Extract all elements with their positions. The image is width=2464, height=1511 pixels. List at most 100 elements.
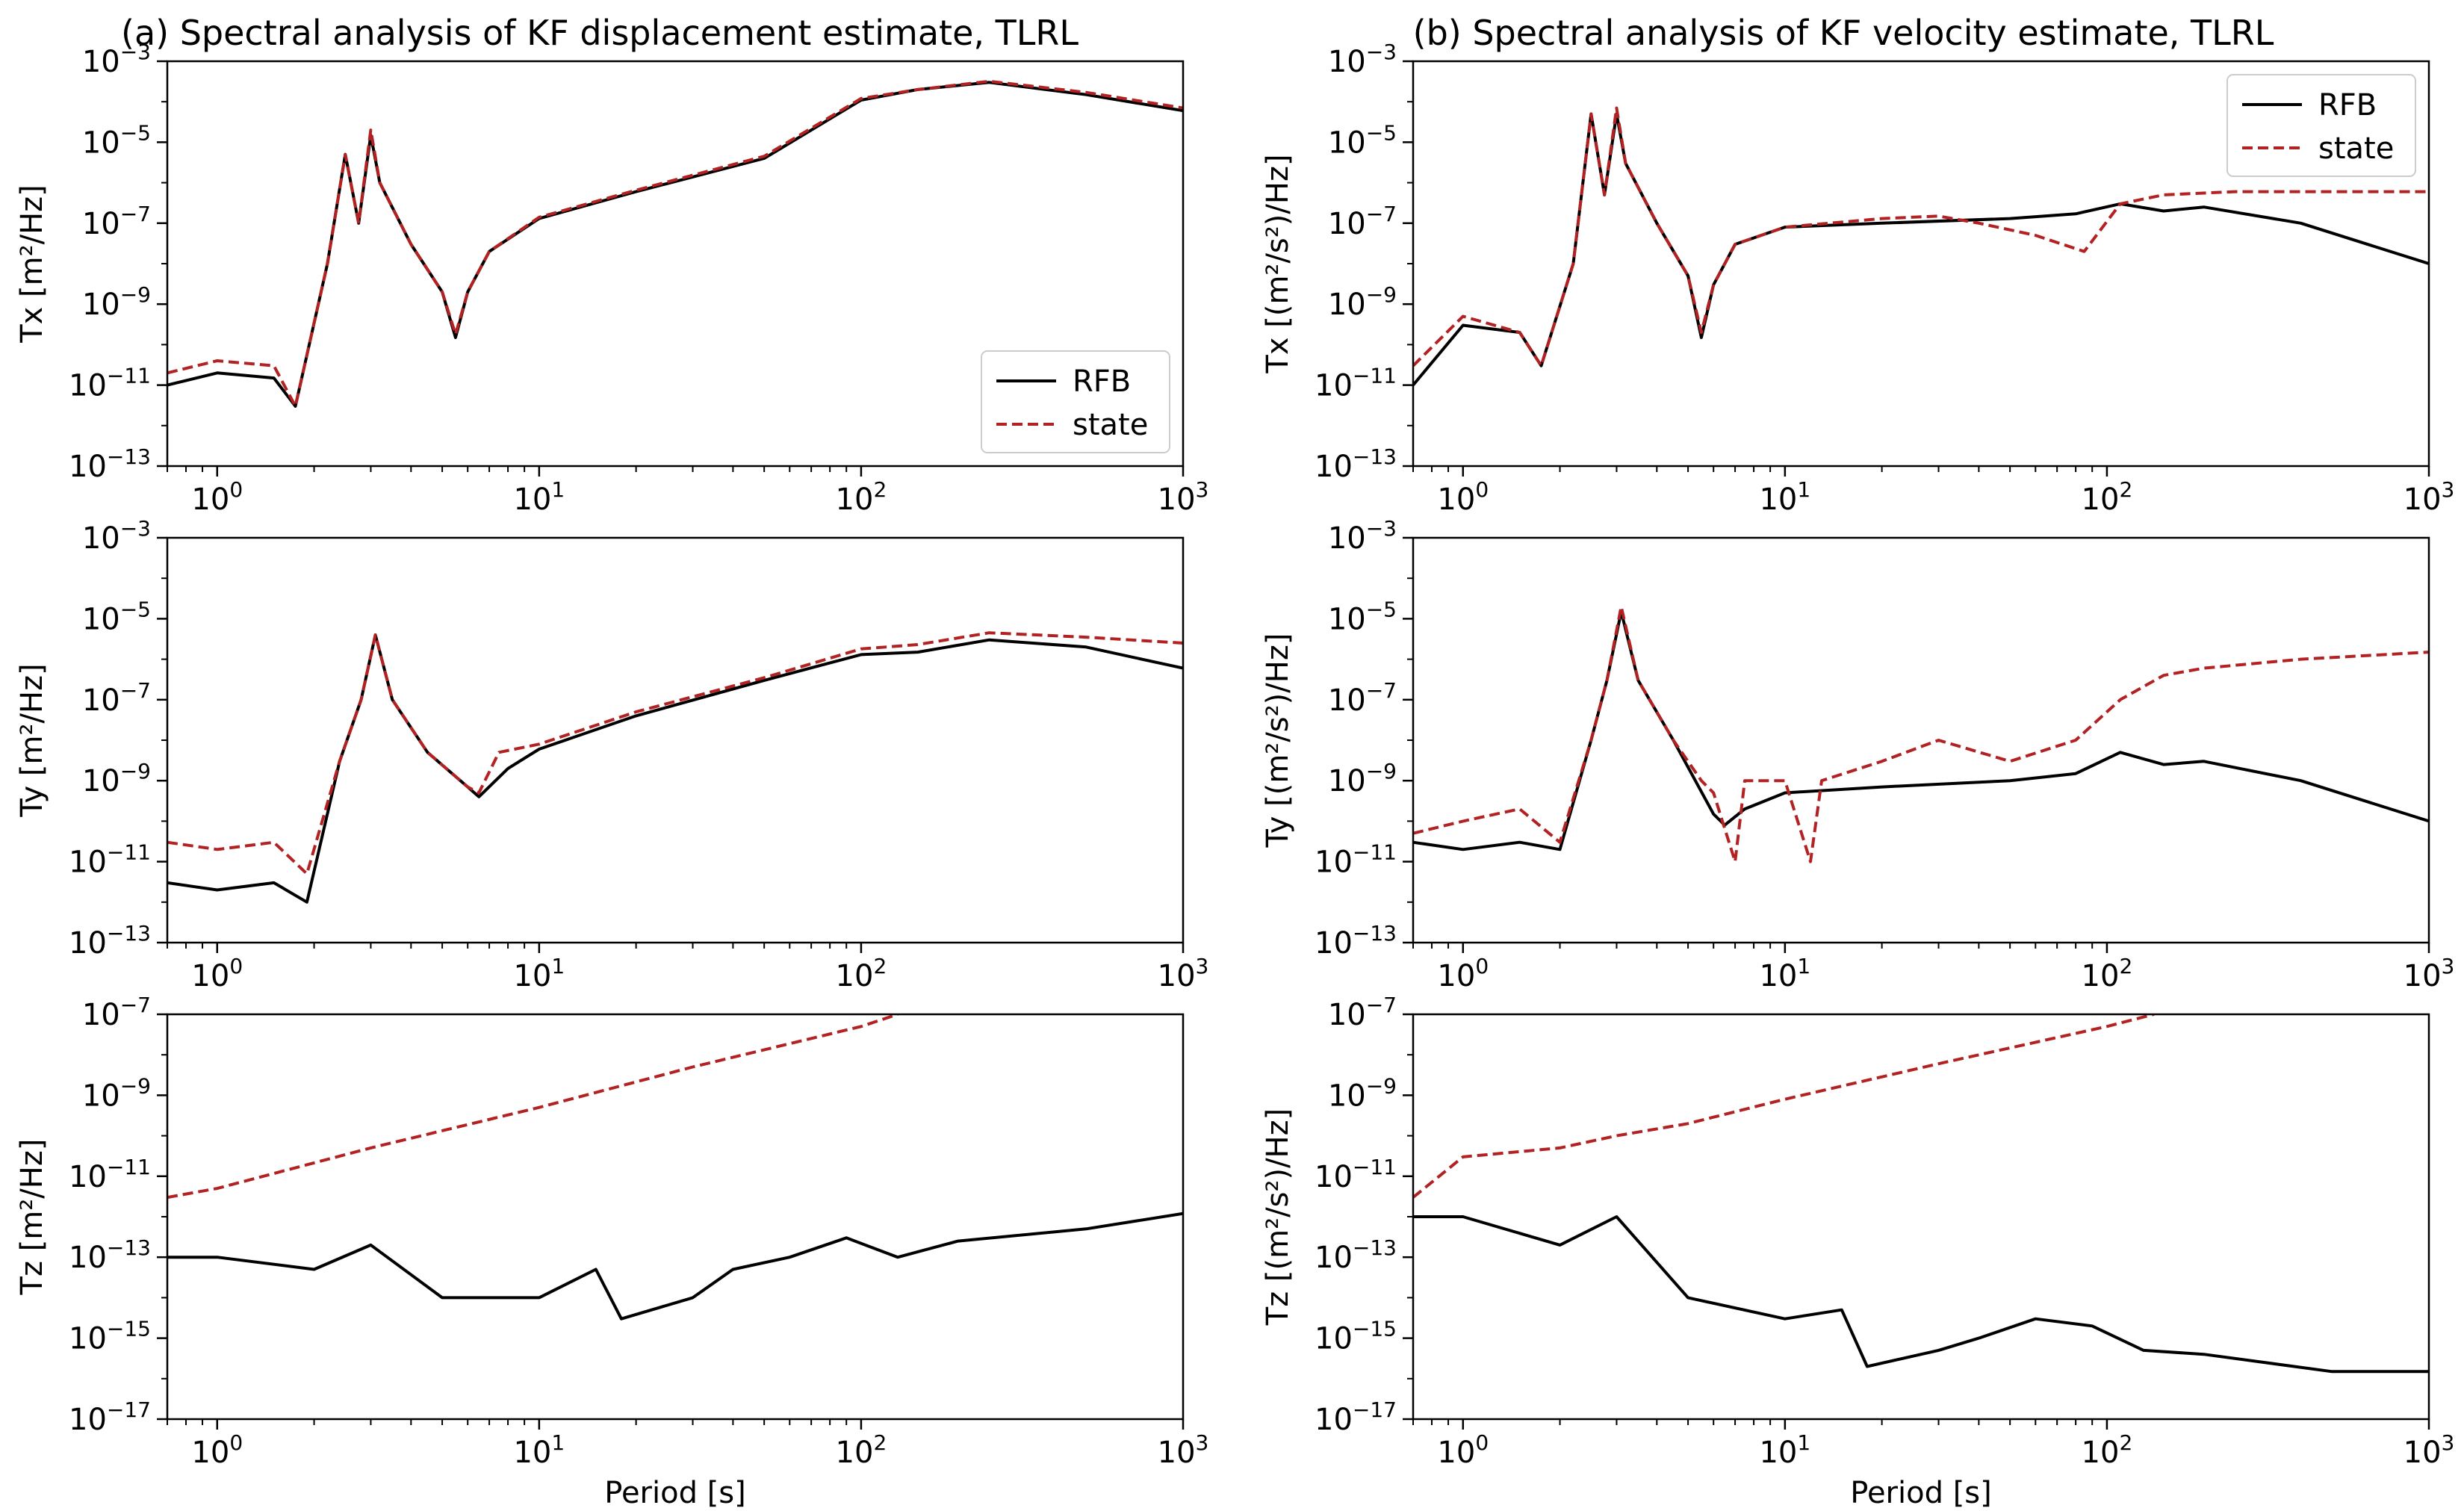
y-tick-label: 10−9 — [1328, 1073, 1397, 1113]
y-tick-label: 10−9 — [1328, 759, 1397, 798]
series-line-state — [167, 79, 1183, 408]
y-axis-label: Tx [(m²/s²)/Hz] — [1261, 154, 1295, 373]
x-tick-label: 103 — [1158, 954, 1209, 993]
y-axis-label: Tx [m²/Hz] — [15, 184, 49, 344]
legend-label-state: state — [2318, 131, 2394, 166]
y-tick-label: 10−11 — [1315, 1155, 1397, 1194]
x-axis-label: Period [s] — [604, 1476, 746, 1510]
series-line-state — [1413, 1014, 2155, 1199]
x-tick-label: 103 — [2404, 1430, 2455, 1470]
x-tick-label: 100 — [1437, 1430, 1489, 1470]
y-tick-label: 10−9 — [82, 1073, 151, 1113]
legend-label-rfb: RFB — [2318, 88, 2377, 122]
y-tick-label: 10−3 — [82, 40, 151, 79]
x-tick-label: 103 — [1158, 1430, 1209, 1470]
y-tick-label: 10−13 — [1315, 921, 1397, 961]
y-tick-label: 10−11 — [1315, 840, 1397, 880]
y-axis-label: Tz [(m²/s²)/Hz] — [1261, 1108, 1295, 1326]
axes-frame — [1412, 536, 2430, 944]
panel-b-Tx: 100 101 102 103 10−13 10−11 10−9 10−7 10−5 10−3 Tx… — [1261, 40, 2454, 517]
series-line-state — [167, 1014, 899, 1200]
x-tick-label: 102 — [836, 954, 887, 993]
x-tick-label: 102 — [2082, 1430, 2133, 1470]
axes-frame — [166, 536, 1185, 944]
y-tick-label: 10−7 — [82, 202, 151, 241]
panel-a-Tz: 100 101 102 103 10−17 10−15 10−13 10−11 10−9 10−7… — [15, 993, 1208, 1510]
panels: 100 101 102 103 10−13 10−11 10−9 10−7 10−5 10−3 Tx… — [15, 40, 2454, 1510]
axes-frame — [1412, 60, 2430, 468]
series-line-rfb — [1413, 1215, 2429, 1374]
x-tick-label: 100 — [1437, 954, 1489, 993]
x-tick-label: 100 — [1437, 477, 1489, 517]
x-tick-label: 101 — [513, 954, 565, 993]
y-tick-label: 10−15 — [69, 1317, 151, 1356]
y-tick-label: 10−17 — [69, 1397, 151, 1437]
series-line-rfb — [167, 633, 1183, 904]
x-tick-label: 101 — [1759, 954, 1810, 993]
axes-frame — [1412, 1013, 2430, 1421]
x-tick-label: 100 — [191, 1430, 243, 1470]
x-tick-label: 102 — [2082, 954, 2133, 993]
x-tick-label: 100 — [191, 477, 243, 517]
y-tick-label: 10−9 — [82, 282, 151, 322]
x-tick-label: 103 — [2404, 477, 2455, 517]
y-tick-label: 10−3 — [1328, 40, 1397, 79]
y-axis-label: Ty [(m²/s²)/Hz] — [1261, 633, 1295, 848]
legend: RFB state — [981, 350, 1170, 453]
column-title-b: (b) Spectral analysis of KF velocity est… — [1413, 13, 2274, 53]
y-tick-label: 10−13 — [1315, 444, 1397, 484]
x-tick-label: 102 — [836, 1430, 887, 1470]
y-tick-label: 10−13 — [69, 444, 151, 484]
y-tick-label: 10−11 — [69, 840, 151, 880]
y-tick-label: 10−13 — [1315, 1235, 1397, 1275]
y-tick-label: 10−13 — [69, 921, 151, 961]
y-tick-label: 10−11 — [69, 1155, 151, 1194]
panel-a-Tx: 100 101 102 103 10−13 10−11 10−9 10−7 10−5 10−3 Tx… — [15, 40, 1208, 517]
legend-box — [981, 350, 1170, 453]
y-tick-label: 10−9 — [82, 759, 151, 798]
axes-frame — [166, 60, 1185, 468]
x-axis-label: Period [s] — [1850, 1476, 1992, 1510]
x-tick-label: 102 — [2082, 477, 2133, 517]
x-tick-label: 100 — [191, 954, 243, 993]
legend-label-state: state — [1073, 408, 1148, 442]
y-tick-label: 10−13 — [69, 1235, 151, 1275]
column-title-a: (a) Spectral analysis of KF displacement… — [121, 13, 1079, 53]
series-line-rfb — [167, 1211, 1183, 1321]
y-tick-label: 10−5 — [1328, 120, 1397, 160]
y-tick-label: 10−5 — [82, 120, 151, 160]
panel-b-Tz: 100 101 102 103 10−17 10−15 10−13 10−11 10−9 10−7… — [1261, 993, 2454, 1510]
x-tick-label: 102 — [836, 477, 887, 517]
y-tick-label: 10−17 — [1315, 1397, 1397, 1437]
panel-a-Ty: 100 101 102 103 10−13 10−11 10−9 10−7 10−5 10−3 Ty… — [15, 516, 1208, 993]
y-tick-label: 10−9 — [1328, 282, 1397, 322]
y-tick-label: 10−7 — [82, 678, 151, 718]
y-tick-label: 10−15 — [1315, 1317, 1397, 1356]
x-tick-label: 101 — [1759, 477, 1810, 517]
y-tick-label: 10−11 — [69, 364, 151, 403]
legend: RFB state — [2226, 74, 2416, 177]
y-axis-label: Tz [m²/Hz] — [15, 1139, 49, 1296]
y-tick-label: 10−3 — [82, 516, 151, 556]
panel-b-Ty: 100 101 102 103 10−13 10−11 10−9 10−7 10−5 10−3 Ty… — [1261, 516, 2454, 993]
x-tick-label: 101 — [513, 477, 565, 517]
x-tick-label: 101 — [513, 1430, 565, 1470]
y-tick-label: 10−5 — [1328, 597, 1397, 636]
y-tick-label: 10−3 — [1328, 516, 1397, 556]
series-line-state — [1413, 605, 2429, 863]
axes-frame — [166, 1013, 1185, 1421]
x-tick-label: 103 — [1158, 477, 1209, 517]
x-tick-label: 103 — [2404, 954, 2455, 993]
y-tick-label: 10−7 — [1328, 678, 1397, 718]
legend-label-rfb: RFB — [1073, 364, 1131, 399]
y-tick-label: 10−7 — [1328, 993, 1397, 1032]
y-tick-label: 10−5 — [82, 597, 151, 636]
y-tick-label: 10−7 — [1328, 202, 1397, 241]
y-axis-label: Ty [m²/Hz] — [15, 663, 49, 817]
y-tick-label: 10−7 — [82, 993, 151, 1032]
series-line-state — [1413, 106, 2429, 367]
series-line-state — [167, 631, 1183, 875]
y-tick-label: 10−11 — [1315, 364, 1397, 403]
series-line-rfb — [1413, 609, 2429, 851]
